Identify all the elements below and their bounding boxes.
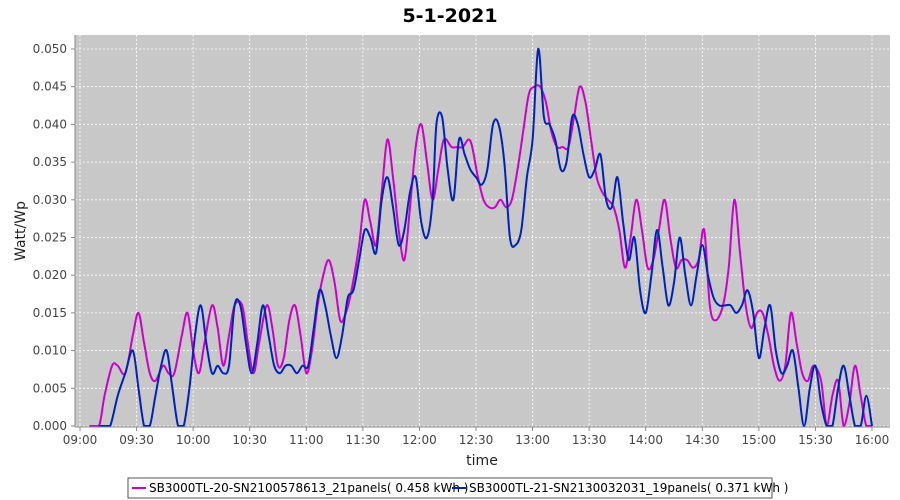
x-tick-label: 10:30 [232,433,267,447]
x-tick-label: 13:00 [515,433,550,447]
y-tick-label: 0.035 [33,155,67,169]
y-tick-label: 0.025 [33,231,67,245]
x-tick-label: 12:00 [402,433,437,447]
x-tick-label: 09:30 [119,433,154,447]
x-axis-label: time [466,453,498,469]
x-tick-label: 10:00 [176,433,211,447]
x-tick-label: 16:00 [855,433,890,447]
legend: SB3000TL-20-SN2100578613_21panels( 0.458… [128,478,788,498]
x-tick-label: 15:30 [798,433,833,447]
y-tick-label: 0.020 [33,268,67,282]
y-tick-label: 0.015 [33,306,67,320]
y-tick-label: 0.040 [33,117,67,131]
x-tick-label: 11:00 [289,433,324,447]
x-tick-label: 13:30 [572,433,607,447]
y-tick-label: 0.050 [33,42,67,56]
legend-label: SB3000TL-21-SN2130032031_19panels( 0.371… [469,481,788,495]
y-axis-label: Watt/Wp [13,201,29,261]
x-tick-label: 14:00 [628,433,663,447]
legend-label: SB3000TL-20-SN2100578613_21panels( 0.458… [149,481,468,495]
y-tick-label: 0.010 [33,344,67,358]
x-tick-label: 09:00 [63,433,98,447]
x-tick-label: 14:30 [685,433,720,447]
x-tick-label: 15:00 [742,433,777,447]
x-tick-label: 11:30 [346,433,381,447]
y-tick-label: 0.030 [33,193,67,207]
chart-title: 5-1-2021 [402,5,497,27]
x-tick-label: 12:30 [459,433,494,447]
y-tick-label: 0.045 [33,80,67,94]
y-tick-label: 0.005 [33,381,67,395]
y-tick-label: 0.000 [33,419,67,433]
